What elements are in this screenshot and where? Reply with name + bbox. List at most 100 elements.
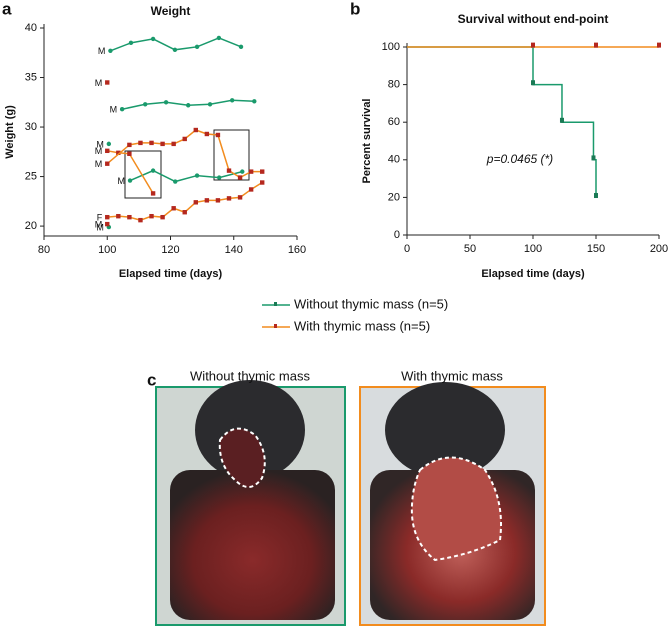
mouse-label: F [97, 213, 103, 223]
marker [171, 141, 176, 147]
x-tick-label: 200 [650, 243, 668, 255]
x-axis-label: Elapsed time (days) [481, 268, 585, 280]
chart-title: Weight [151, 4, 191, 18]
x-tick-label: 80 [38, 244, 50, 256]
mouse-label: M [110, 105, 118, 115]
marker [217, 175, 222, 180]
marker [237, 195, 243, 200]
marker [138, 140, 143, 146]
panel-label: a [2, 0, 12, 18]
x-tick-label: 150 [587, 243, 605, 255]
mouse-label: M [95, 146, 103, 156]
marker [105, 214, 110, 220]
marker [163, 100, 169, 105]
marker [182, 210, 187, 215]
y-tick-label: 20 [25, 220, 37, 232]
marker [116, 150, 121, 155]
y-tick-label: 80 [388, 79, 400, 91]
marker [160, 214, 165, 220]
marker [150, 168, 156, 173]
annotation: p=0.0465 (*) [486, 152, 553, 166]
marker [216, 35, 222, 41]
survival-line [407, 46, 597, 198]
marker [127, 151, 132, 156]
y-tick-label: 35 [25, 71, 37, 83]
photo-left [155, 380, 346, 626]
marker [127, 142, 132, 148]
chart-title: Survival without end-point [458, 12, 609, 26]
marker [248, 187, 254, 192]
marker [116, 213, 121, 219]
marker [204, 198, 210, 203]
mouse-label: M [95, 159, 103, 169]
marker [127, 214, 132, 220]
marker [194, 173, 200, 178]
x-tick-label: 50 [464, 243, 476, 255]
x-tick-label: 100 [524, 243, 542, 255]
censor-mark [531, 80, 535, 86]
marker [226, 168, 232, 173]
y-tick-label: 20 [388, 191, 400, 203]
marker [238, 44, 244, 50]
y-tick-label: 25 [25, 170, 37, 182]
marker [143, 102, 148, 107]
panel-label: c [147, 370, 156, 389]
y-tick-label: 60 [388, 116, 400, 128]
x-axis-label: Elapsed time (days) [119, 268, 223, 280]
x-tick-label: 0 [404, 243, 410, 255]
censor-mark [531, 42, 535, 48]
marker [105, 148, 110, 154]
marker [252, 99, 257, 104]
censor-mark [657, 42, 661, 48]
y-tick-label: 100 [382, 41, 400, 53]
photo-right [359, 382, 546, 626]
marker [138, 217, 143, 223]
y-tick-label: 40 [25, 22, 37, 34]
photo-title: Without thymic mass [190, 368, 310, 383]
marker [119, 107, 125, 112]
marker [171, 206, 176, 211]
censor-mark [594, 42, 598, 48]
censor-mark [559, 117, 564, 123]
marker [237, 175, 243, 180]
marker [108, 48, 113, 53]
marker [105, 161, 110, 166]
mouse-label: M [118, 176, 126, 186]
x-tick-label: 160 [288, 244, 306, 256]
y-axis-label: Weight (g) [4, 105, 16, 159]
marker [215, 198, 221, 203]
mouse-label: M [95, 219, 103, 229]
y-tick-label: 30 [25, 121, 37, 133]
legend-label: Without thymic mass (n=5) [294, 296, 448, 311]
legend-marker [274, 324, 277, 328]
marker [149, 140, 154, 146]
marker [173, 179, 178, 184]
highlight-box [213, 129, 250, 181]
marker [127, 178, 133, 183]
marker [149, 213, 154, 219]
marker [182, 136, 187, 142]
marker [193, 200, 198, 205]
marker [193, 127, 198, 133]
mouse-label: M [96, 222, 104, 232]
series-line [107, 181, 263, 221]
marker [226, 196, 232, 201]
marker [215, 132, 221, 138]
marker [172, 47, 178, 52]
mouse-label: M [95, 78, 103, 88]
x-tick-label: 140 [225, 244, 243, 256]
legend-marker [274, 302, 277, 306]
marker [128, 40, 134, 46]
marker [248, 169, 254, 174]
marker [105, 80, 110, 85]
x-tick-label: 100 [98, 244, 116, 256]
y-axis-label: Percent survival [361, 99, 373, 184]
marker [106, 141, 112, 147]
marker [150, 191, 156, 196]
marker [150, 36, 156, 42]
marker [204, 131, 210, 137]
y-tick-label: 0 [394, 229, 400, 241]
marker [240, 169, 245, 174]
mouse-label: M [98, 46, 106, 56]
